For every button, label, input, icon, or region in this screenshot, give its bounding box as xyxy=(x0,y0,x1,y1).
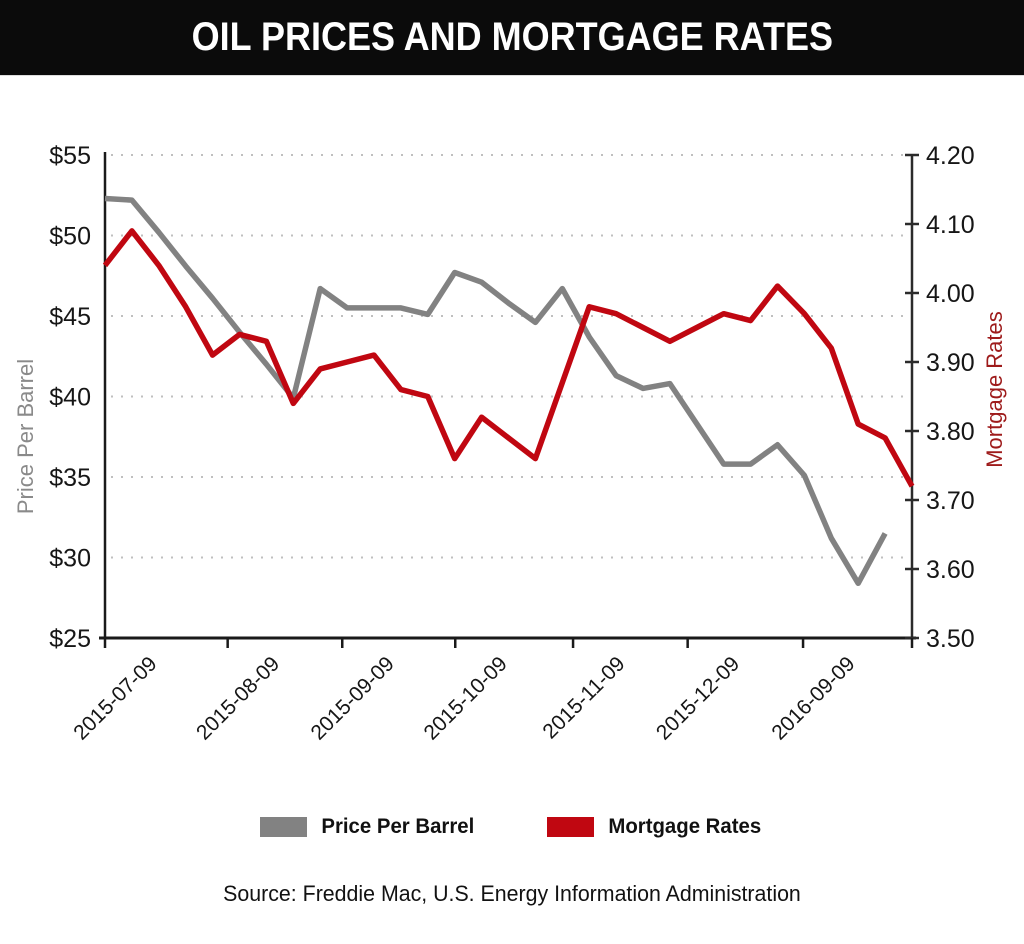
source-caption: Source: Freddie Mac, U.S. Energy Informa… xyxy=(223,881,801,906)
y-right-tick-label: 3.90 xyxy=(926,349,975,377)
x-tick-label: 2015-10-09 xyxy=(420,652,512,744)
dual-axis-line-chart: $55 $50 $45 $40 $35 $30 $25 4.20 4.10 4.00 3.90 3.8… xyxy=(13,142,1007,744)
series-line-price-per-barrel xyxy=(104,195,888,587)
x-tick-label: 2015-09-09 xyxy=(307,652,399,744)
y-right-tick-label: 3.80 xyxy=(926,418,975,446)
page-title: OIL PRICES AND MORTGAGE RATES xyxy=(191,15,833,59)
legend-swatch-mortgage-rates xyxy=(547,817,595,837)
left-axis-title: Price Per Barrel xyxy=(13,359,38,514)
x-tick-label: 2015-07-09 xyxy=(69,652,161,744)
y-right-tick-label: 4.10 xyxy=(926,211,975,239)
y-right-tick-label: 4.00 xyxy=(926,280,975,308)
y-left-tick-label: $40 xyxy=(49,384,91,412)
legend-label-price-per-barrel: Price Per Barrel xyxy=(321,815,475,838)
y-right-tick-label: 3.60 xyxy=(926,556,975,584)
legend: Price Per Barrel Mortgage Rates xyxy=(0,815,1024,839)
series-line-mortgage-rates xyxy=(102,228,915,488)
right-axis-title: Mortgage Rates xyxy=(982,311,1007,468)
legend-label-mortgage-rates: Mortgage Rates xyxy=(608,815,762,838)
y-right-tick-label: 3.50 xyxy=(926,625,975,653)
y-left-tick-label: $30 xyxy=(49,545,91,573)
x-tick-label: 2015-12-09 xyxy=(652,652,744,744)
y-right-tick-label: 3.70 xyxy=(926,487,975,515)
x-tick-label: 2015-11-09 xyxy=(538,652,629,743)
legend-item-price-per-barrel: Price Per Barrel xyxy=(260,815,477,839)
x-tick-label: 2016-09-09 xyxy=(767,652,859,744)
y-right-tick-label: 4.20 xyxy=(926,142,975,170)
title-bar: OIL PRICES AND MORTGAGE RATES xyxy=(0,0,1024,75)
y-left-tick-label: $50 xyxy=(49,223,91,251)
legend-swatch-price-per-barrel xyxy=(260,817,308,837)
y-left-tick-label: $35 xyxy=(49,464,91,492)
x-tick-label: 2015-08-09 xyxy=(192,652,284,744)
legend-item-mortgage-rates: Mortgage Rates xyxy=(547,815,764,839)
y-left-tick-label: $55 xyxy=(49,142,91,170)
y-left-tick-label: $25 xyxy=(49,625,91,653)
y-left-tick-label: $45 xyxy=(49,303,91,331)
